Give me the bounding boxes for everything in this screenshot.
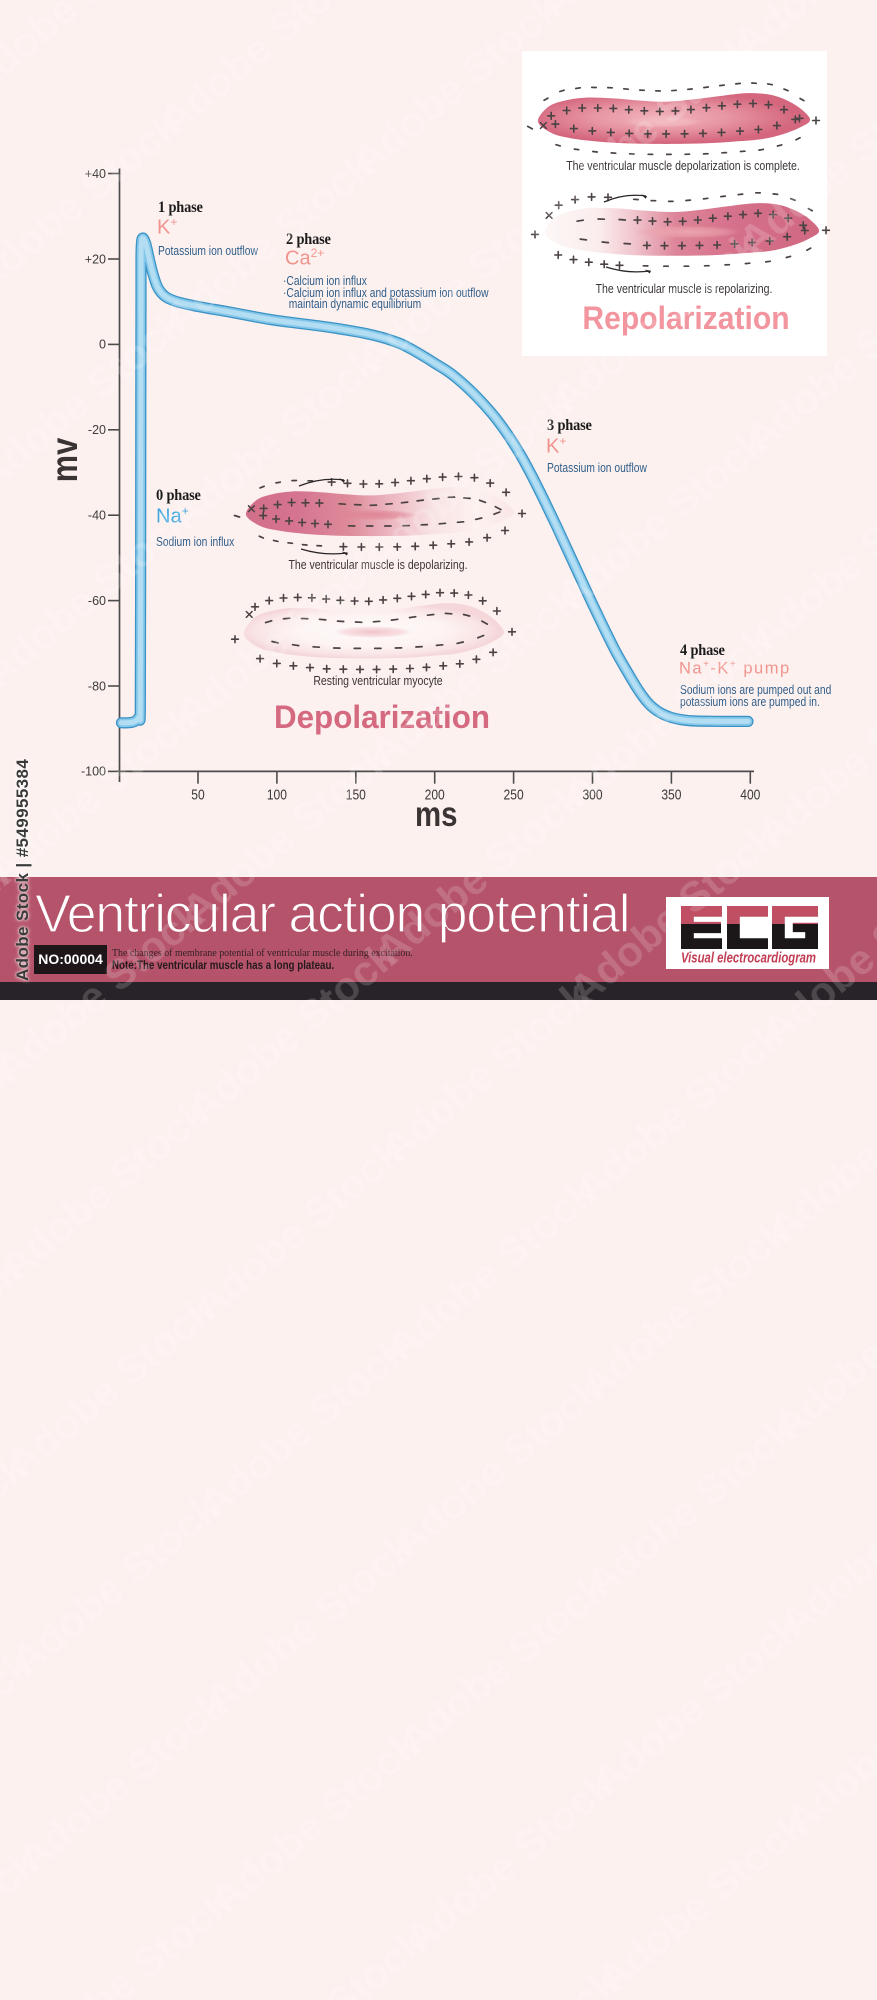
svg-text:-60: -60: [88, 594, 106, 608]
svg-text:Visual electrocardiogram: Visual electrocardiogram: [681, 950, 816, 967]
svg-text:400: 400: [740, 787, 760, 804]
svg-text:-80: -80: [88, 679, 106, 693]
svg-text:250: 250: [504, 787, 524, 804]
svg-text:50: 50: [191, 787, 204, 804]
svg-text:200: 200: [425, 787, 445, 804]
svg-text:350: 350: [661, 787, 681, 804]
svg-text:-40: -40: [88, 509, 106, 523]
svg-text:150: 150: [346, 787, 366, 804]
svg-text:0: 0: [99, 338, 106, 352]
svg-text:-100: -100: [81, 765, 106, 779]
svg-text:-20: -20: [88, 423, 106, 437]
svg-text:+40: +40: [85, 167, 106, 181]
svg-text:100: 100: [267, 787, 287, 804]
svg-text:+20: +20: [85, 252, 106, 266]
svg-text:300: 300: [582, 787, 602, 804]
